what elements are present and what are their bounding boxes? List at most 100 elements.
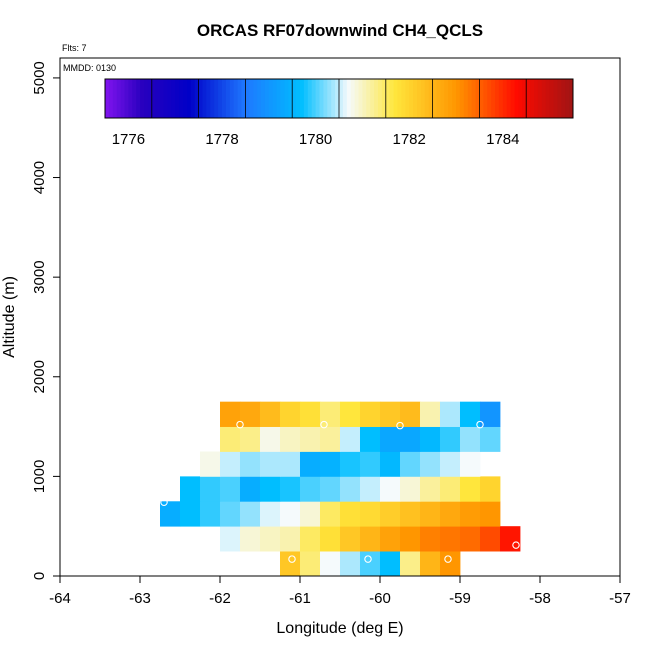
heatmap-cell bbox=[340, 501, 361, 527]
heatmap-cell bbox=[500, 526, 521, 552]
colorbar-swatch bbox=[190, 79, 196, 118]
y-tick-label: 2000 bbox=[31, 360, 48, 393]
colorbar-swatch bbox=[479, 79, 484, 118]
colorbar-swatch bbox=[491, 79, 496, 118]
heatmap-cell bbox=[340, 401, 361, 427]
colorbar-swatch bbox=[124, 79, 129, 118]
chart-title: ORCAS RF07downwind CH4_QCLS bbox=[197, 21, 483, 40]
colorbar-swatch bbox=[541, 79, 547, 118]
heatmap-cell bbox=[420, 476, 441, 502]
colorbar-swatch bbox=[225, 79, 231, 118]
colorbar-swatch bbox=[257, 79, 262, 118]
heatmap-cell bbox=[400, 501, 421, 527]
heatmap-cell bbox=[200, 476, 221, 502]
mmdd-label: MMDD: 0130 bbox=[63, 63, 116, 73]
colorbar-swatch bbox=[218, 79, 223, 118]
heatmap-cell bbox=[240, 476, 261, 502]
colorbar-swatch bbox=[553, 79, 558, 118]
heatmap-cell bbox=[480, 526, 501, 552]
heatmap-cell bbox=[180, 501, 201, 527]
x-tick-label: -60 bbox=[369, 590, 391, 607]
colorbar-frame bbox=[104, 78, 574, 119]
colorbar-swatch bbox=[229, 79, 235, 118]
colorbar-swatch bbox=[514, 79, 519, 118]
colorbar-swatch bbox=[233, 79, 239, 118]
colorbar-swatch bbox=[417, 79, 422, 118]
heatmap-cell bbox=[160, 501, 181, 527]
heatmap-cell bbox=[360, 401, 381, 427]
colorbar-swatch bbox=[183, 79, 188, 118]
heatmap-cell bbox=[240, 501, 261, 527]
colorbar-swatch bbox=[420, 79, 426, 118]
heatmap-cell bbox=[300, 476, 321, 502]
colorbar-swatch bbox=[549, 79, 554, 118]
colorbar-swatch bbox=[522, 79, 527, 118]
colorbar-swatch bbox=[237, 79, 242, 118]
heatmap-cell bbox=[460, 501, 481, 527]
colorbar-swatch bbox=[526, 79, 531, 118]
heatmap-cell bbox=[400, 426, 421, 452]
colorbar-swatch bbox=[354, 79, 359, 118]
heatmap-cell bbox=[200, 451, 221, 477]
heatmap-cell bbox=[420, 501, 441, 527]
heatmap-cell bbox=[460, 401, 481, 427]
sample-markers bbox=[160, 420, 520, 563]
colorbar-tick-label: 1782 bbox=[393, 131, 426, 148]
colorbar-swatch bbox=[381, 79, 387, 118]
colorbar-swatch bbox=[459, 79, 465, 118]
plot-frame bbox=[59, 57, 621, 577]
heatmap-cell bbox=[320, 501, 341, 527]
colorbar-swatch bbox=[565, 79, 570, 118]
heatmap-cell bbox=[260, 451, 281, 477]
x-axis: -64 -63 -62 -61 -60 -59 -58 -57 bbox=[49, 576, 631, 607]
colorbar-swatch bbox=[518, 79, 523, 118]
x-tick-label: -62 bbox=[209, 590, 231, 607]
colorbar-swatch bbox=[108, 79, 114, 118]
colorbar-swatch bbox=[272, 79, 278, 118]
heatmap-cell bbox=[380, 426, 401, 452]
colorbar-swatch bbox=[132, 79, 137, 118]
colorbar-swatch bbox=[280, 79, 285, 118]
heatmap-cell bbox=[300, 551, 321, 577]
heatmap-cell bbox=[360, 451, 381, 477]
colorbar-swatch bbox=[171, 79, 176, 118]
heatmap-cell bbox=[320, 426, 341, 452]
colorbar-swatch bbox=[335, 79, 340, 118]
colorbar-swatch bbox=[487, 79, 492, 118]
heatmap-cell bbox=[340, 551, 361, 577]
sample-marker bbox=[396, 421, 404, 430]
colorbar-swatch bbox=[241, 79, 246, 118]
colorbar-swatch bbox=[253, 79, 258, 118]
heatmap-cell bbox=[380, 401, 401, 427]
heatmap-cell bbox=[380, 476, 401, 502]
heatmap-cell bbox=[260, 426, 281, 452]
colorbar-swatch bbox=[358, 79, 363, 118]
heatmap-cell bbox=[420, 451, 441, 477]
colorbar-swatch bbox=[362, 79, 367, 118]
heatmap-cell bbox=[300, 526, 321, 552]
heatmap-cell bbox=[280, 551, 301, 577]
heatmap-cell bbox=[300, 501, 321, 527]
heatmap-cell bbox=[400, 551, 421, 577]
colorbar-swatch bbox=[374, 79, 379, 118]
heatmap-cell bbox=[380, 501, 401, 527]
heatmap-cell bbox=[260, 501, 281, 527]
heatmap-cell bbox=[380, 451, 401, 477]
colorbar-swatch bbox=[214, 79, 219, 118]
colorbar-swatch bbox=[331, 79, 336, 118]
colorbar-swatch bbox=[144, 79, 149, 118]
heatmap-cell bbox=[420, 526, 441, 552]
colorbar-swatch bbox=[179, 79, 184, 118]
colorbar-swatch bbox=[136, 79, 141, 118]
colorbar-swatch bbox=[175, 79, 180, 118]
colorbar-swatch bbox=[120, 79, 125, 118]
colorbar-swatch bbox=[261, 79, 266, 118]
heatmap-cell bbox=[480, 501, 501, 527]
heatmap-cell bbox=[380, 551, 401, 577]
colorbar-swatch bbox=[569, 79, 574, 118]
colorbar-swatch bbox=[327, 79, 332, 118]
colorbar-swatch bbox=[268, 79, 274, 118]
heatmap-cell bbox=[440, 526, 461, 552]
colorbar-swatch bbox=[475, 79, 480, 118]
